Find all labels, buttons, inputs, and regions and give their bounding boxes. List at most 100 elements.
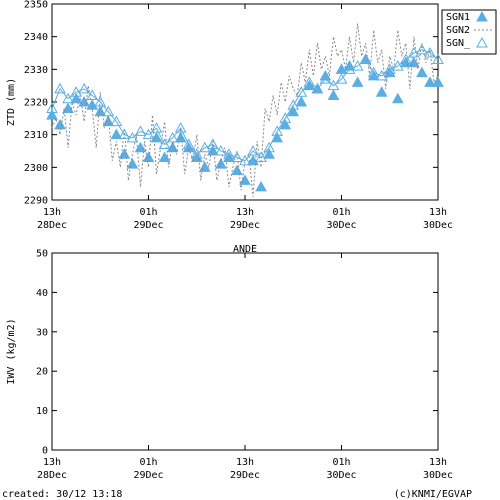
data-point-sgn1 <box>166 141 179 153</box>
data-point-sgn_ <box>62 92 74 104</box>
data-point-sgn1 <box>391 92 404 104</box>
data-point-sgn_ <box>231 151 243 163</box>
data-point-sgn_ <box>295 86 308 97</box>
data-point-sgn1 <box>158 151 171 163</box>
data-point-sgn_ <box>215 144 227 156</box>
data-point-sgn1 <box>367 69 380 81</box>
data-point-sgn_ <box>166 131 179 143</box>
data-point-sgn_ <box>319 73 332 84</box>
data-point-sgn_ <box>110 115 123 127</box>
y-tick-label: 2350 <box>24 0 48 11</box>
x-tick-time-label: 01h <box>139 457 157 468</box>
data-point-sgn_ <box>247 144 259 156</box>
data-point-sgn_ <box>150 122 163 133</box>
data-point-sgn_ <box>375 69 388 81</box>
x-tick-time-label: 13h <box>43 457 61 468</box>
y-tick-label: 30 <box>36 327 48 338</box>
y-tick-label: 2310 <box>24 130 48 141</box>
created-timestamp: created: 30/12 13:18 <box>2 489 122 500</box>
data-point-sgn1 <box>263 148 275 159</box>
y-tick-label: 10 <box>36 406 48 417</box>
iwv-plot: 0 10 20 30 40 50 13h 28Dec 01h 29Dec 13h 29Dec 01h 30… <box>6 244 453 481</box>
x-tick-time-label: 13h <box>236 207 254 218</box>
x-tick-date-label: 29Dec <box>230 220 260 231</box>
data-point-sgn_ <box>391 60 404 71</box>
data-point-sgn1 <box>102 115 115 127</box>
x-tick-time-label: 13h <box>43 207 61 218</box>
data-point-sgn1 <box>46 109 58 120</box>
data-point-sgn1 <box>351 76 364 87</box>
legend-swatch <box>476 10 488 22</box>
data-point-sgn_ <box>158 138 171 149</box>
x-tick-date-label: 29Dec <box>133 220 163 231</box>
x-tick-time-label: 01h <box>332 457 350 468</box>
data-point-sgn_ <box>343 63 356 74</box>
data-point-sgn_ <box>263 141 275 153</box>
data-point-sgn_ <box>142 128 155 140</box>
data-point-sgn_ <box>134 125 147 136</box>
data-point-sgn_ <box>351 60 364 71</box>
data-point-sgn1 <box>432 76 444 87</box>
data-point-sgn_ <box>367 66 380 78</box>
data-point-sgn1 <box>424 76 436 87</box>
data-point-sgn1 <box>70 92 82 104</box>
y-tick-label: 2300 <box>24 163 48 174</box>
data-point-sgn1 <box>118 148 131 159</box>
series-line-sgn_ <box>51 49 439 162</box>
data-point-sgn_ <box>432 53 444 65</box>
chart-title: ANDE <box>233 244 257 255</box>
data-point-sgn_ <box>126 131 139 143</box>
data-point-sgn_ <box>416 43 428 55</box>
data-point-sgn_ <box>279 112 292 123</box>
y-tick-label: 40 <box>36 288 48 299</box>
data-point-sgn1 <box>231 164 243 176</box>
y-tick-label: 50 <box>36 249 48 260</box>
data-point-sgn_ <box>78 82 91 94</box>
data-point-sgn_ <box>86 89 99 100</box>
x-tick-time-label: 01h <box>139 207 157 218</box>
data-point-sgn_ <box>182 138 195 149</box>
data-point-sgn1 <box>126 158 139 169</box>
data-point-sgn_ <box>198 141 211 153</box>
data-point-sgn_ <box>174 122 187 133</box>
data-point-sgn_ <box>190 148 203 159</box>
data-point-sgn_ <box>383 63 396 74</box>
x-tick-time-label: 01h <box>332 207 350 218</box>
data-point-sgn1 <box>287 105 300 117</box>
data-point-sgn_ <box>239 154 251 166</box>
data-point-sgn_ <box>54 82 66 94</box>
data-point-sgn_ <box>255 151 267 163</box>
data-point-sgn1 <box>255 180 267 192</box>
y-tick-label: 2330 <box>24 65 48 76</box>
x-tick-date-label: 30Dec <box>326 220 356 231</box>
data-point-sgn_ <box>271 125 284 136</box>
data-point-sgn_ <box>70 86 82 97</box>
data-point-sgn_ <box>102 105 115 117</box>
y-tick-label: 2340 <box>24 32 48 43</box>
credit-text: (c)KNMI/EGVAP <box>394 489 472 500</box>
data-point-sgn_ <box>424 46 436 58</box>
legend-label: SGN1 <box>446 12 470 23</box>
data-point-sgn_ <box>335 73 348 84</box>
x-tick-date-label: 29Dec <box>230 470 260 481</box>
data-point-sgn_ <box>311 82 324 94</box>
data-point-sgn_ <box>303 76 316 87</box>
x-tick-date-label: 28Dec <box>37 220 67 231</box>
y-tick-label: 0 <box>42 446 48 457</box>
data-point-sgn1 <box>62 102 74 114</box>
data-point-sgn1 <box>215 158 227 169</box>
plot-frame <box>51 3 439 201</box>
y-tick-label: 2290 <box>24 196 48 207</box>
data-point-sgn1 <box>86 99 99 110</box>
data-point-sgn1 <box>399 56 412 68</box>
y-tick-label: 2320 <box>24 98 48 109</box>
data-point-sgn_ <box>94 95 107 107</box>
ztd-plot: 2290 2300 2310 2320 2330 2340 2350 13h 28Dec 01h 2… <box>6 0 497 231</box>
x-tick-date-label: 30Dec <box>423 470 453 481</box>
data-point-sgn1 <box>206 144 219 156</box>
series-line-sgn2 <box>51 23 439 197</box>
x-tick-date-label: 29Dec <box>133 470 163 481</box>
x-tick-date-label: 28Dec <box>37 470 67 481</box>
legend-label: SGN2 <box>446 25 470 36</box>
